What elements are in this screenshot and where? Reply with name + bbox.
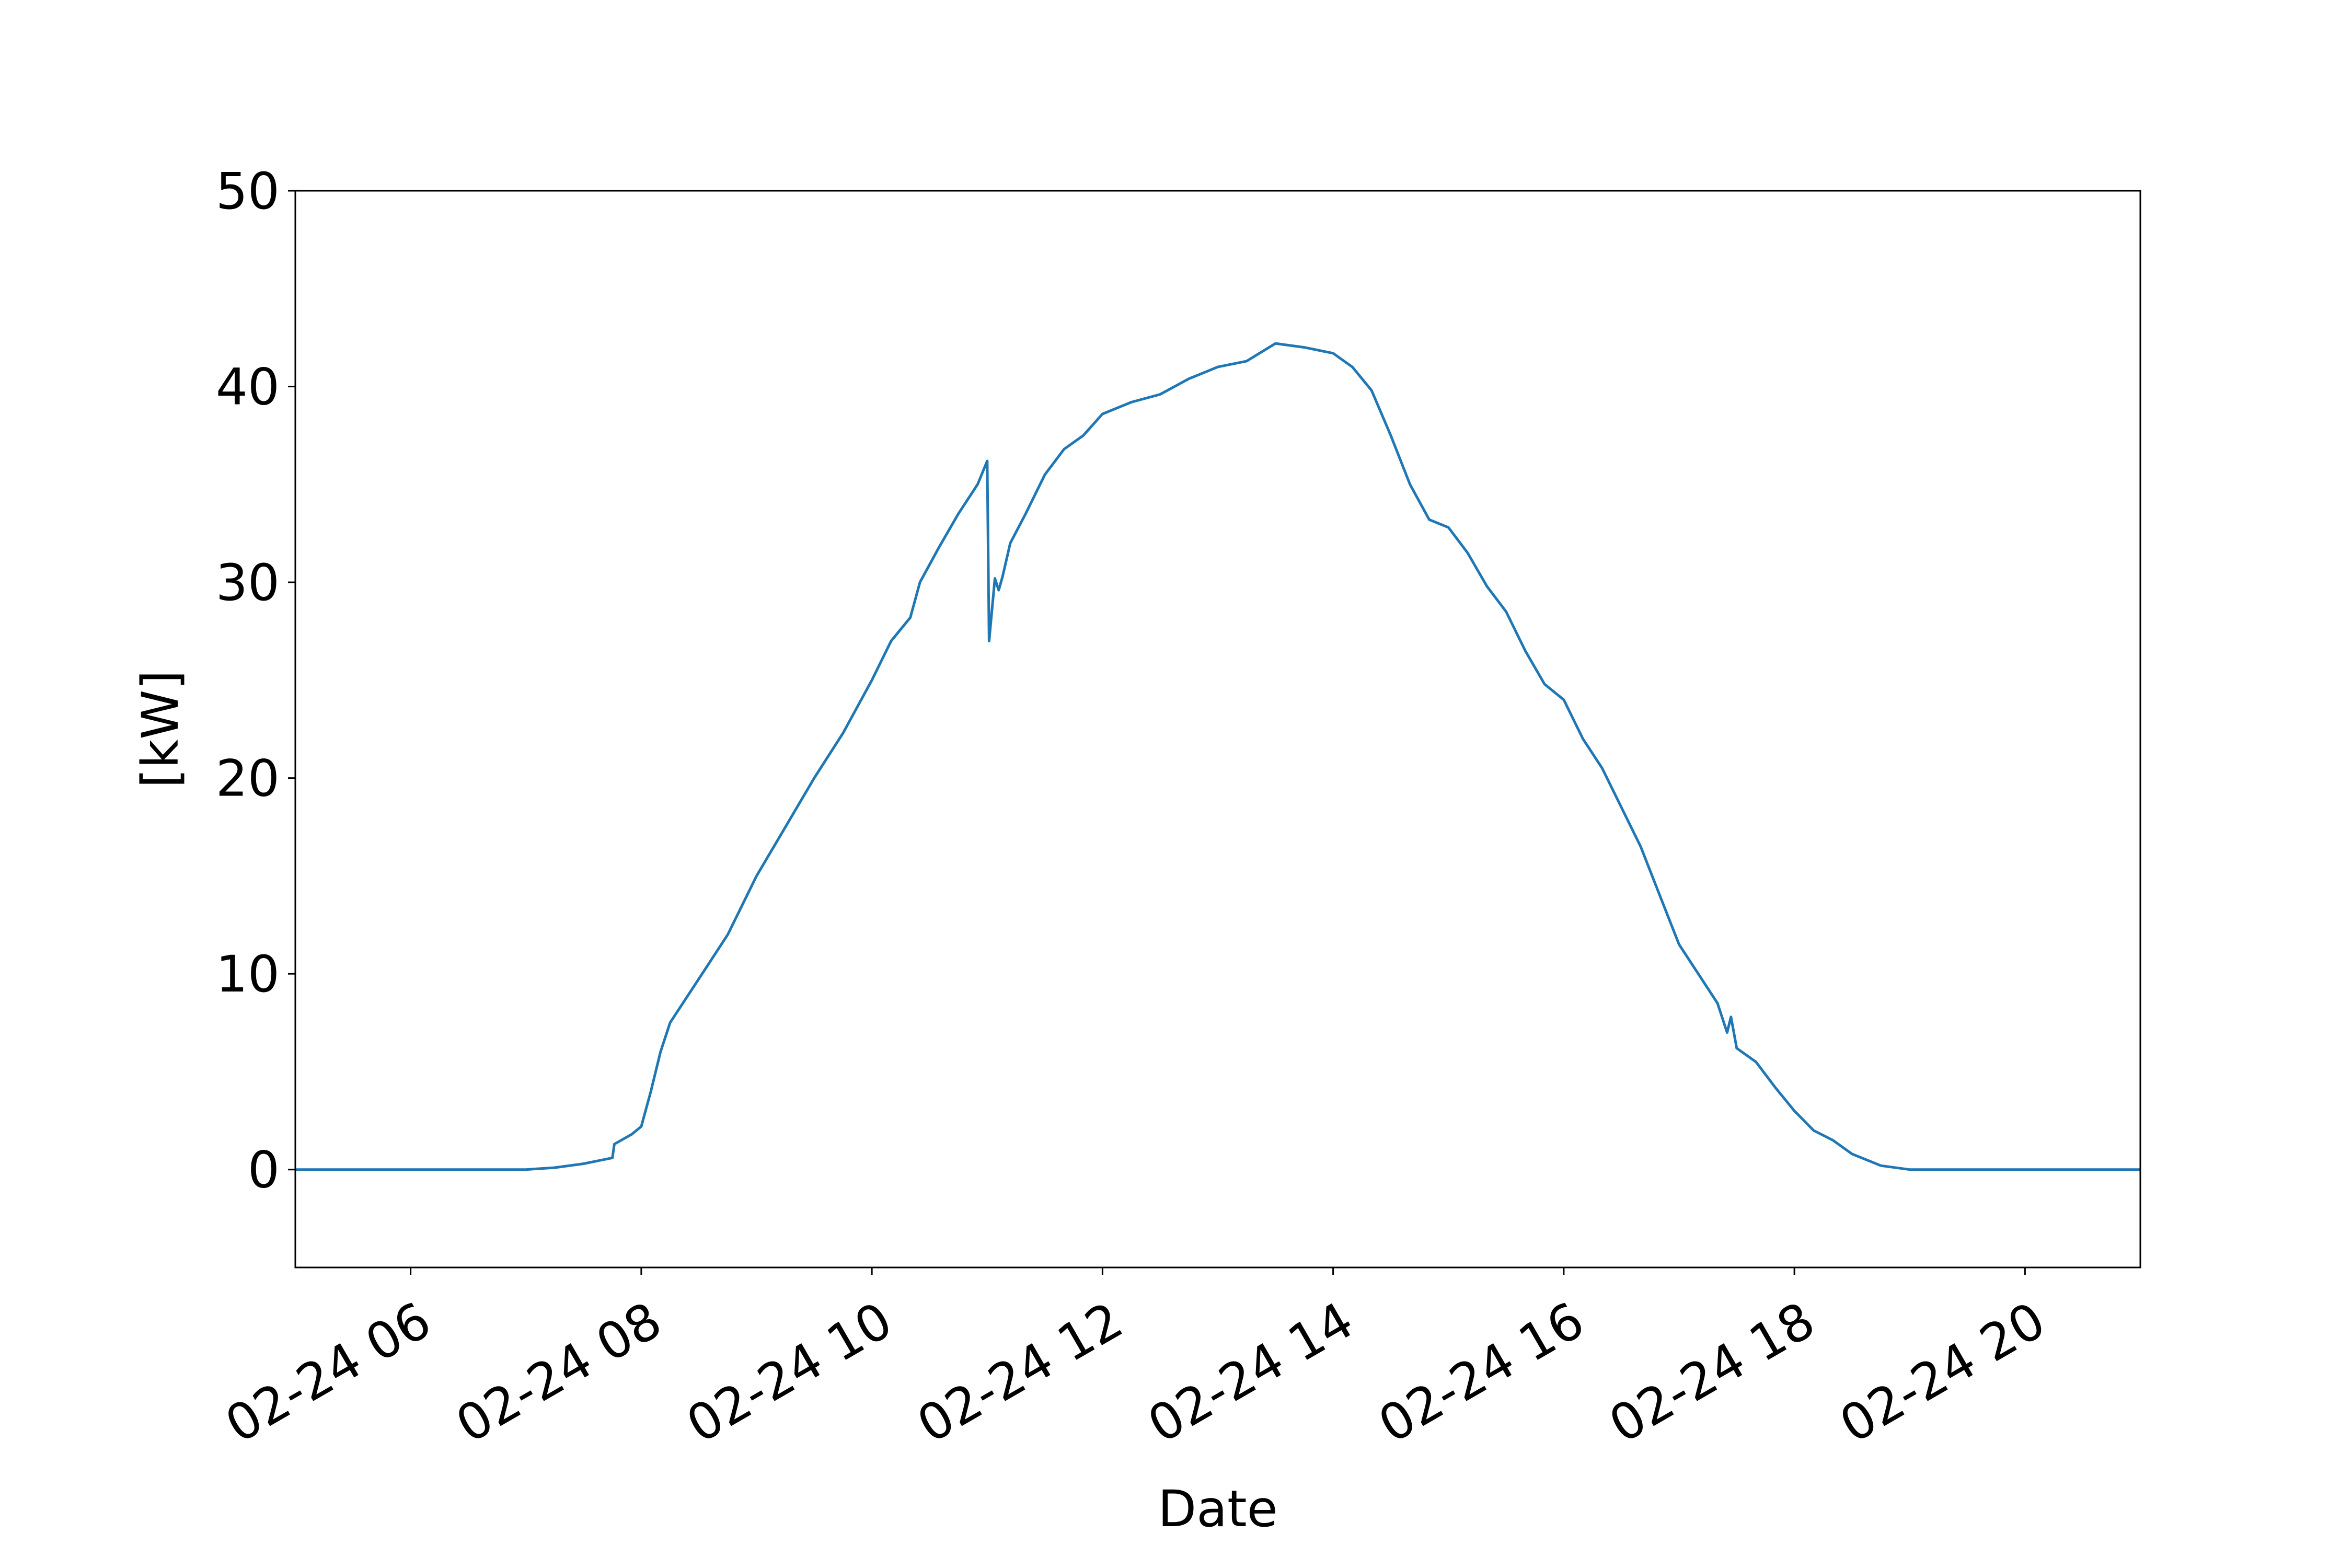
x-tick-label: 02-24 06 <box>216 1291 441 1455</box>
y-tick-label: 30 <box>216 554 280 612</box>
x-tick-label: 02-24 14 <box>1138 1291 1363 1455</box>
x-tick-label: 02-24 18 <box>1599 1291 1824 1455</box>
y-tick-label: 10 <box>216 945 280 1004</box>
y-tick-label: 50 <box>216 162 280 221</box>
series-layer <box>295 342 2140 1171</box>
x-tick-label: 02-24 20 <box>1830 1291 2055 1455</box>
x-tick-label: 02-24 08 <box>446 1291 671 1455</box>
x-tick-label: 02-24 12 <box>908 1291 1133 1455</box>
x-tick-label: 02-24 10 <box>677 1291 902 1455</box>
x-axis-ticks: 02-24 06 02-24 08 02-24 10 02-24 12 02-24 14… <box>216 1267 2055 1454</box>
x-tick-label: 02-24 16 <box>1369 1291 1594 1455</box>
y-axis-ticks: 0 10 20 30 40 50 <box>216 162 295 1200</box>
y-tick-label: 20 <box>216 750 280 808</box>
y-tick-label: 40 <box>216 358 280 417</box>
y-axis-label: [kW] <box>131 670 190 788</box>
x-axis-label: Date <box>1158 1480 1277 1538</box>
y-tick-label: 0 <box>248 1141 280 1200</box>
power-series-line <box>295 342 2140 1171</box>
plot-frame <box>294 190 2141 1269</box>
